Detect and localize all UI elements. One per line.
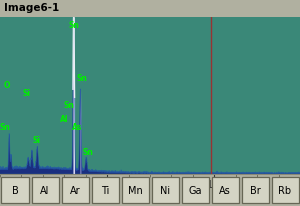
Text: Al: Al	[40, 185, 50, 195]
FancyBboxPatch shape	[272, 177, 298, 203]
Text: Br: Br	[250, 185, 260, 195]
Text: Ar: Ar	[70, 185, 80, 195]
FancyBboxPatch shape	[92, 177, 118, 203]
FancyBboxPatch shape	[32, 177, 58, 203]
FancyBboxPatch shape	[122, 177, 148, 203]
FancyBboxPatch shape	[2, 177, 28, 203]
FancyBboxPatch shape	[212, 177, 239, 203]
Text: Mn: Mn	[128, 185, 142, 195]
FancyBboxPatch shape	[182, 177, 208, 203]
Text: O: O	[4, 81, 10, 90]
Text: As: As	[72, 123, 82, 132]
Text: Sn: Sn	[68, 21, 79, 30]
Text: Sn: Sn	[0, 123, 10, 132]
Text: Sn: Sn	[83, 148, 94, 157]
Text: Si: Si	[23, 89, 31, 97]
Text: Ni: Ni	[160, 185, 170, 195]
Text: Sn: Sn	[64, 101, 74, 110]
Text: Si: Si	[33, 135, 41, 144]
FancyBboxPatch shape	[242, 177, 268, 203]
Text: B: B	[12, 185, 18, 195]
FancyBboxPatch shape	[152, 177, 178, 203]
Text: Ti: Ti	[101, 185, 109, 195]
Text: Al: Al	[60, 114, 68, 123]
Text: Ga: Ga	[188, 185, 202, 195]
Text: As: As	[219, 185, 231, 195]
FancyBboxPatch shape	[61, 177, 88, 203]
Text: Image6-1: Image6-1	[4, 3, 59, 13]
Text: Sn: Sn	[76, 74, 87, 83]
Text: Rb: Rb	[278, 185, 292, 195]
